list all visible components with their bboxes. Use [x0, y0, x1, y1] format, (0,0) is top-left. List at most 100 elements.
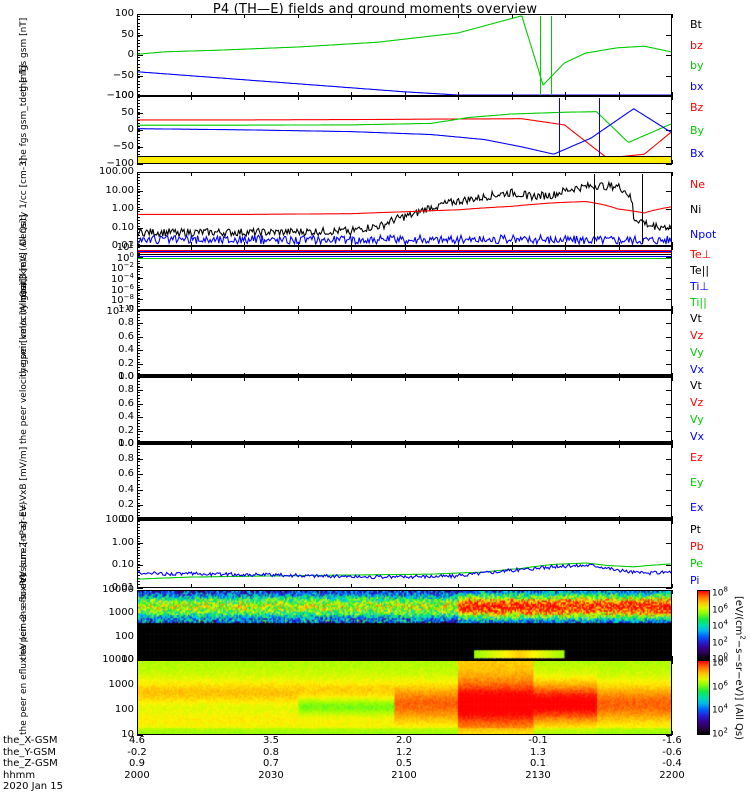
panel-peer-velocity	[137, 377, 672, 444]
y-minor-tickmark	[137, 112, 140, 113]
y-minor-tickmark	[137, 578, 140, 579]
x-axis-value: -0.1	[528, 735, 548, 746]
legend-peir-velocity-vz: Vz	[690, 329, 704, 343]
y-tickmark	[666, 310, 672, 311]
y-minor-tickmark	[137, 151, 140, 152]
mode-status-bar	[137, 156, 672, 164]
x-tickmark	[512, 310, 513, 314]
x-tickmark	[565, 172, 566, 176]
y-minor-tickmark	[137, 533, 140, 534]
y-tickmark	[137, 191, 143, 192]
y-minor-tickmark	[137, 74, 140, 75]
x-tickmark	[458, 377, 459, 381]
y-tickmark	[137, 490, 143, 491]
y-tickmark	[137, 278, 143, 279]
y-minor-tickmark	[137, 426, 140, 427]
y-minor-tickmark	[137, 266, 140, 267]
y-minor-tickmark	[137, 474, 140, 475]
x-tickmark	[298, 242, 299, 246]
y-minor-tickmark	[137, 558, 140, 559]
x-tickmark	[565, 246, 566, 250]
x-tickmark	[298, 96, 299, 100]
y-tickmark	[666, 588, 672, 589]
y-tickmark	[137, 35, 143, 36]
y-minor-tickmark	[137, 311, 140, 312]
x-tickmark	[298, 377, 299, 381]
y-tick-peer-velocity-0: 1.0	[118, 371, 134, 382]
x-tickmark	[512, 520, 513, 524]
y-tickmark	[666, 289, 672, 290]
y-tickmark	[137, 14, 143, 15]
x-tickmark	[191, 310, 192, 314]
spectrogram-peir	[138, 591, 671, 659]
y-minor-tickmark	[137, 81, 140, 82]
x-tickmark	[672, 660, 673, 664]
x-axis-value: 1.2	[396, 746, 412, 758]
y-minor-tickmark	[137, 452, 140, 453]
y-tickmark	[137, 543, 143, 544]
y-minor-tickmark	[137, 43, 140, 44]
y-minor-tickmark	[137, 376, 140, 377]
x-tickmark	[672, 172, 673, 176]
panel-curves	[138, 118, 671, 159]
legend-pressure-pb: Pb	[690, 539, 704, 553]
x-tickmark	[565, 96, 566, 100]
y-tickmark	[137, 228, 143, 229]
y-minor-tickmark	[137, 458, 140, 459]
legend-fgs-gsm-by: by	[690, 59, 704, 73]
y-minor-tickmark	[137, 415, 140, 416]
panel-curves	[138, 563, 671, 580]
y-tickmark	[666, 209, 672, 210]
y-minor-tickmark	[137, 201, 140, 202]
y-tickmark	[666, 590, 672, 591]
x-axis-value: 0.5	[396, 758, 412, 769]
y-minor-tickmark	[137, 503, 140, 504]
x-tickmark	[565, 377, 566, 381]
y-tickmark	[666, 35, 672, 36]
x-tickmark	[458, 96, 459, 100]
y-minor-tickmark	[137, 339, 140, 340]
data-spike	[540, 16, 542, 94]
panel-curves	[138, 15, 671, 86]
series-Npot	[138, 233, 671, 245]
x-axis-value: 2030	[258, 769, 284, 781]
y-tick-efield-5: 0.0	[118, 514, 134, 525]
y-tickmark	[137, 55, 143, 56]
x-tickmark	[619, 444, 620, 448]
x-axis-value: 2000	[124, 769, 150, 781]
y-minor-tickmark	[137, 129, 140, 130]
y-tick-density-0: 100.00	[99, 166, 134, 177]
y-tickmark	[666, 323, 672, 324]
legend-density-ni: Ni	[690, 203, 702, 216]
x-tickmark	[351, 377, 352, 381]
y-minor-tickmark	[137, 323, 140, 324]
series-Pi	[138, 563, 671, 580]
y-tickmark	[666, 404, 672, 405]
y-tickmark	[666, 474, 672, 475]
x-tickmark	[405, 92, 406, 96]
panel-curves	[138, 250, 671, 252]
x-tickmark	[137, 14, 138, 18]
y-tick-pressure-3: 0.01	[111, 582, 134, 593]
y-minor-tickmark	[137, 26, 140, 27]
colorbar-tick: 102	[712, 635, 728, 648]
y-minor-tickmark	[137, 103, 140, 104]
y-minor-tickmark	[137, 431, 140, 432]
x-axis-value: 0.9	[129, 758, 145, 769]
x-tickmark	[512, 306, 513, 310]
y-tick-temperature-2: 10−2	[110, 261, 134, 275]
y-axis-label-peer-velocity: the peer velocity gsm [km/s (All Qs)]	[19, 278, 29, 444]
x-tickmark	[565, 520, 566, 524]
x-tickmark	[137, 731, 138, 735]
y-minor-tickmark	[137, 140, 140, 141]
y-tickmark	[137, 257, 143, 258]
y-minor-tickmark	[137, 126, 140, 127]
legend-peer-velocity-vt: Vt	[690, 379, 702, 393]
y-minor-tickmark	[137, 134, 140, 135]
y-minor-tickmark	[137, 550, 140, 551]
y-tickmark	[137, 444, 143, 445]
series-by	[138, 15, 671, 86]
y-minor-tickmark	[137, 301, 140, 302]
x-tickmark	[672, 444, 673, 448]
x-tickmark	[619, 246, 620, 250]
